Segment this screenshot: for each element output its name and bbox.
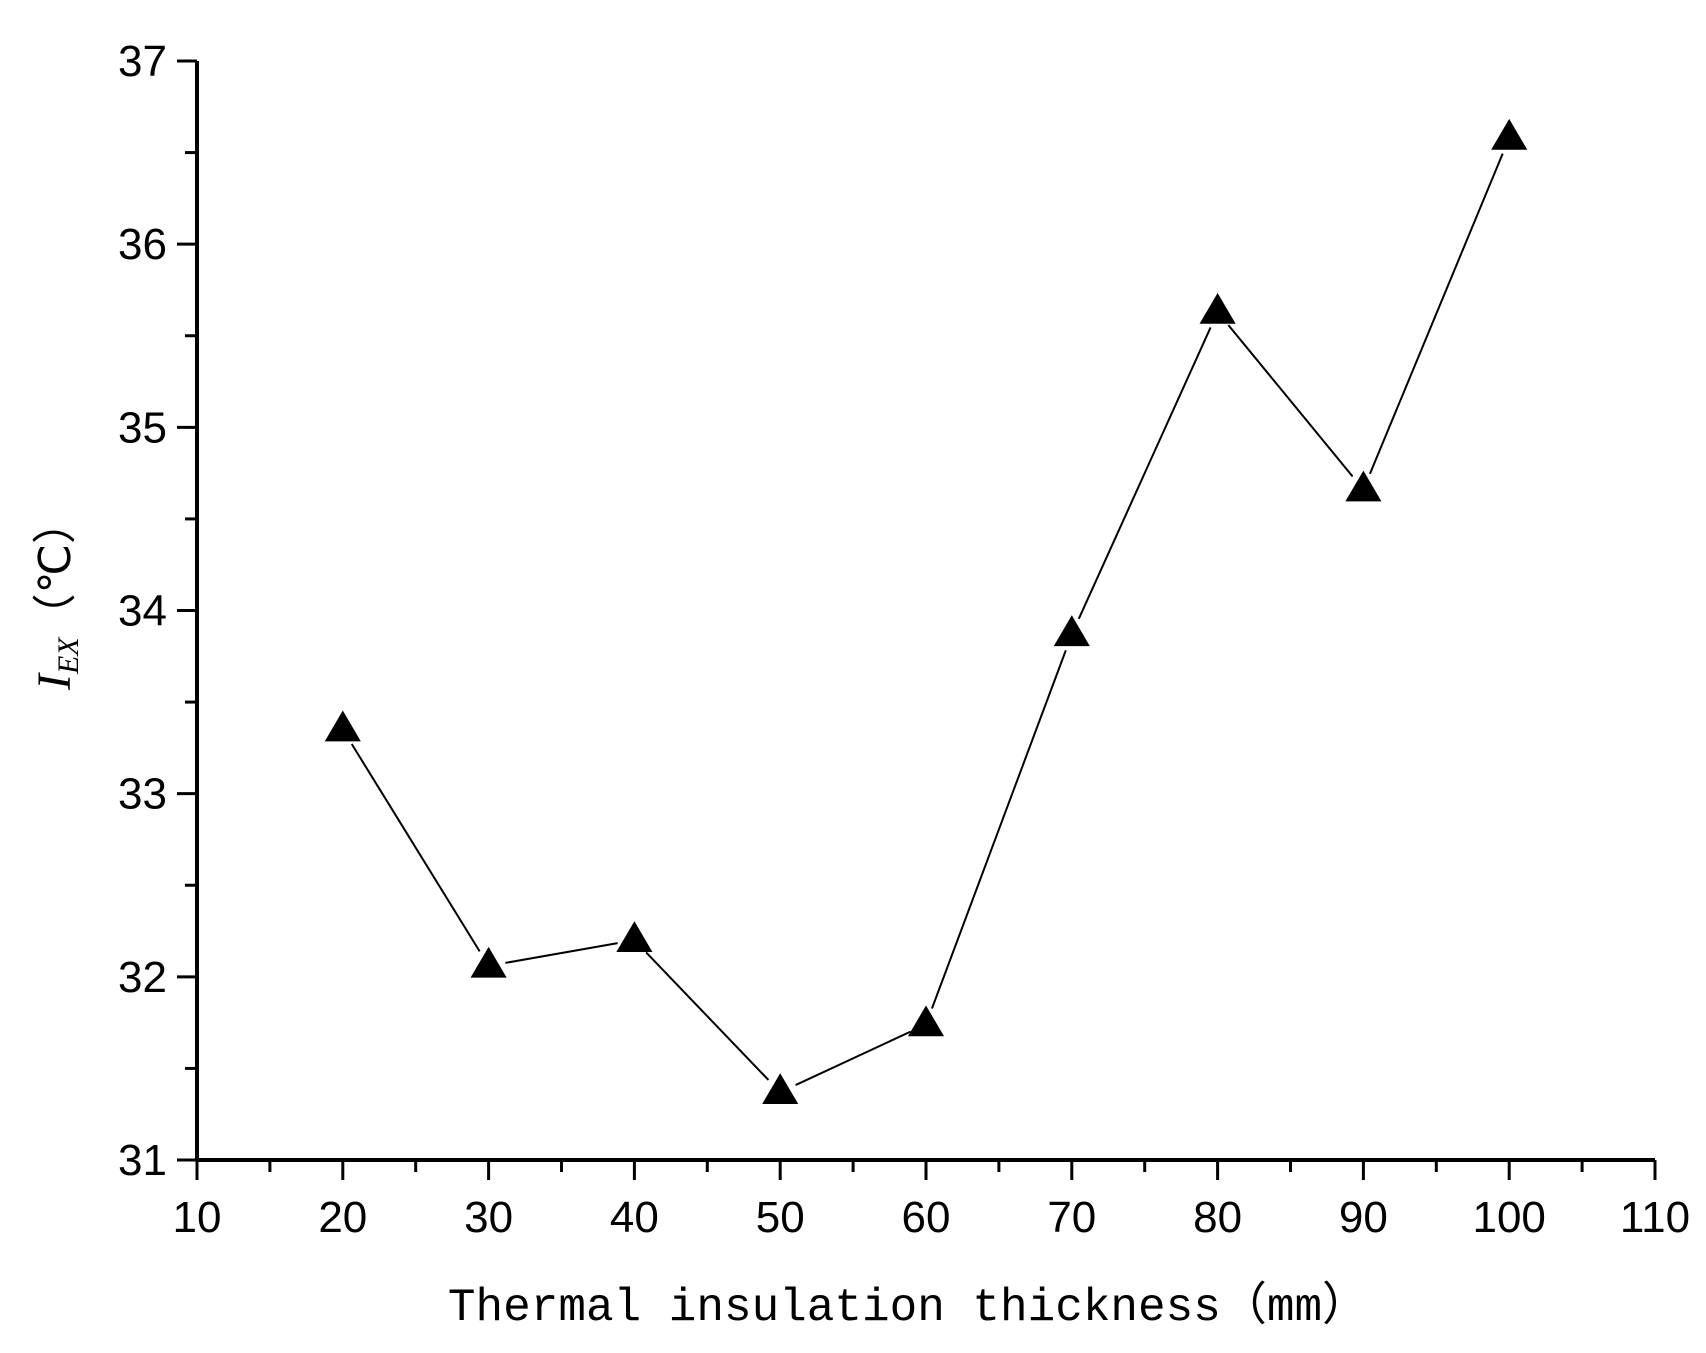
y-tick-label: 35: [118, 403, 167, 452]
y-tick-label: 33: [118, 770, 167, 819]
y-tick-label: 34: [118, 587, 167, 636]
y-axis-title: IEX（℃）: [28, 500, 85, 691]
y-axis-title-subscript: EX: [52, 636, 85, 675]
data-point-triangle: [1491, 118, 1528, 150]
data-point-triangle: [1199, 292, 1236, 324]
x-tick-label: 60: [902, 1193, 951, 1242]
x-tick-label: 40: [610, 1193, 659, 1242]
x-tick-label: 10: [173, 1193, 222, 1242]
x-tick-label: 90: [1339, 1193, 1388, 1242]
data-point-triangle: [762, 1073, 799, 1105]
data-point-triangle: [1345, 470, 1382, 502]
series-line-segment: [1227, 324, 1354, 478]
x-axis-title: Thermal insulation thickness（mm）: [448, 1281, 1368, 1334]
x-tick-label: 30: [464, 1193, 513, 1242]
series-line-segment: [795, 1030, 912, 1086]
y-tick-label: 31: [118, 1136, 167, 1185]
x-tick-label: 70: [1047, 1193, 1096, 1242]
x-tick-labels: 10 20 30 40 50 60 70 80 90 100 110: [173, 1193, 1691, 1242]
data-series: [324, 118, 1528, 1105]
data-point-triangle: [470, 946, 507, 978]
x-tick-label: 50: [756, 1193, 805, 1242]
data-point-triangle: [616, 921, 653, 952]
series-line-segment: [645, 951, 770, 1081]
data-point-triangle: [324, 710, 361, 742]
series-line-segment: [1368, 153, 1504, 475]
series-line-segment: [350, 743, 481, 952]
x-tick-label: 20: [318, 1193, 367, 1242]
tick-marks: [177, 59, 1657, 1180]
x-tick-label: 110: [1620, 1193, 1690, 1242]
y-tick-label: 32: [118, 953, 167, 1002]
y-axis-title-symbol: I: [28, 672, 81, 691]
series-line-segment: [505, 942, 618, 964]
data-point-triangle: [907, 1005, 945, 1037]
x-tick-label: 100: [1472, 1193, 1545, 1242]
y-axis-title-unit: （℃）: [31, 500, 80, 637]
x-tick-label: 80: [1193, 1193, 1242, 1242]
axes: [195, 61, 1655, 1162]
y-tick-label: 36: [118, 220, 167, 269]
y-tick-labels: 31 32 33 34 35 36 37: [118, 37, 167, 1185]
y-tick-label: 37: [118, 37, 167, 86]
series-line-segment: [931, 649, 1067, 1009]
data-point-triangle: [1053, 615, 1090, 647]
series-line-segment: [1077, 327, 1212, 620]
